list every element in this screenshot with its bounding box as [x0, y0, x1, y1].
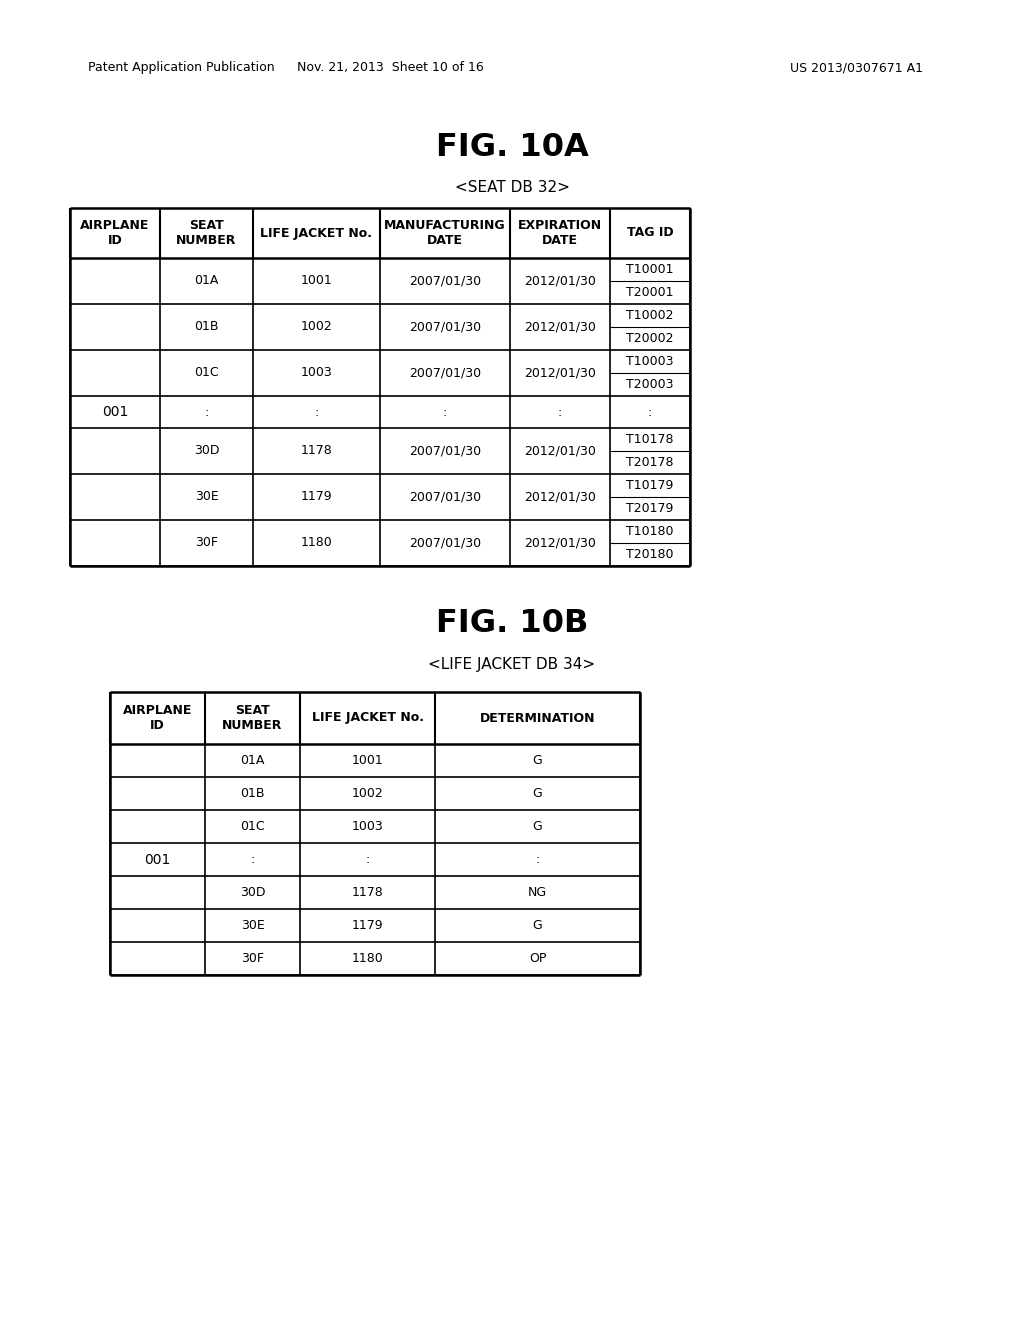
Text: :: : — [251, 853, 255, 866]
Text: T10003: T10003 — [627, 355, 674, 368]
Text: TAG ID: TAG ID — [627, 227, 674, 239]
Text: 30E: 30E — [241, 919, 264, 932]
Text: T10179: T10179 — [627, 479, 674, 492]
Text: G: G — [532, 787, 543, 800]
Text: 01A: 01A — [195, 275, 219, 288]
Text: T20178: T20178 — [627, 455, 674, 469]
Text: Patent Application Publication: Patent Application Publication — [88, 62, 274, 74]
Text: 1001: 1001 — [301, 275, 333, 288]
Text: 2007/01/30: 2007/01/30 — [409, 275, 481, 288]
Text: T10178: T10178 — [627, 433, 674, 446]
Text: 1178: 1178 — [301, 445, 333, 458]
Text: DETERMINATION: DETERMINATION — [480, 711, 595, 725]
Text: 1178: 1178 — [351, 886, 383, 899]
Text: FIG. 10B: FIG. 10B — [436, 609, 588, 639]
Text: :: : — [205, 405, 209, 418]
Text: 30E: 30E — [195, 491, 218, 503]
Text: 1179: 1179 — [351, 919, 383, 932]
Text: 30D: 30D — [240, 886, 265, 899]
Text: 1002: 1002 — [301, 321, 333, 334]
Text: 1179: 1179 — [301, 491, 333, 503]
Text: T20003: T20003 — [627, 378, 674, 391]
Text: T20179: T20179 — [627, 502, 674, 515]
Text: 2007/01/30: 2007/01/30 — [409, 491, 481, 503]
Text: <LIFE JACKET DB 34>: <LIFE JACKET DB 34> — [428, 656, 596, 672]
Text: LIFE JACKET No.: LIFE JACKET No. — [260, 227, 373, 239]
Text: 2012/01/30: 2012/01/30 — [524, 321, 596, 334]
Text: 30F: 30F — [241, 952, 264, 965]
Text: 01A: 01A — [241, 754, 264, 767]
Text: FIG. 10A: FIG. 10A — [435, 132, 589, 164]
Text: 2012/01/30: 2012/01/30 — [524, 445, 596, 458]
Text: 01C: 01C — [195, 367, 219, 380]
Text: 2007/01/30: 2007/01/30 — [409, 321, 481, 334]
Text: :: : — [314, 405, 318, 418]
Text: G: G — [532, 754, 543, 767]
Text: 01C: 01C — [241, 820, 265, 833]
Text: US 2013/0307671 A1: US 2013/0307671 A1 — [790, 62, 923, 74]
Text: NG: NG — [528, 886, 547, 899]
Text: 01B: 01B — [195, 321, 219, 334]
Text: T10180: T10180 — [627, 525, 674, 539]
Text: :: : — [442, 405, 447, 418]
Text: 2012/01/30: 2012/01/30 — [524, 367, 596, 380]
Text: G: G — [532, 919, 543, 932]
Text: 1180: 1180 — [301, 536, 333, 549]
Text: OP: OP — [528, 952, 546, 965]
Text: T10002: T10002 — [627, 309, 674, 322]
Text: AIRPLANE
ID: AIRPLANE ID — [80, 219, 150, 247]
Text: 1003: 1003 — [301, 367, 333, 380]
Text: 1180: 1180 — [351, 952, 383, 965]
Text: 2007/01/30: 2007/01/30 — [409, 367, 481, 380]
Text: 001: 001 — [101, 405, 128, 418]
Text: LIFE JACKET No.: LIFE JACKET No. — [311, 711, 424, 725]
Text: 2007/01/30: 2007/01/30 — [409, 445, 481, 458]
Text: AIRPLANE
ID: AIRPLANE ID — [123, 704, 193, 733]
Text: 1003: 1003 — [351, 820, 383, 833]
Text: 1002: 1002 — [351, 787, 383, 800]
Text: SEAT
NUMBER: SEAT NUMBER — [222, 704, 283, 733]
Text: 2012/01/30: 2012/01/30 — [524, 536, 596, 549]
Text: T20180: T20180 — [627, 548, 674, 561]
Text: SEAT
NUMBER: SEAT NUMBER — [176, 219, 237, 247]
Text: <SEAT DB 32>: <SEAT DB 32> — [455, 181, 569, 195]
Text: 1001: 1001 — [351, 754, 383, 767]
Text: 001: 001 — [144, 853, 171, 866]
Text: :: : — [536, 853, 540, 866]
Text: :: : — [366, 853, 370, 866]
Text: EXPIRATION
DATE: EXPIRATION DATE — [518, 219, 602, 247]
Text: T20002: T20002 — [627, 333, 674, 345]
Text: 2012/01/30: 2012/01/30 — [524, 491, 596, 503]
Text: 30D: 30D — [194, 445, 219, 458]
Text: 2007/01/30: 2007/01/30 — [409, 536, 481, 549]
Text: G: G — [532, 820, 543, 833]
Text: 01B: 01B — [241, 787, 265, 800]
Text: :: : — [558, 405, 562, 418]
Text: T20001: T20001 — [627, 286, 674, 300]
Text: :: : — [648, 405, 652, 418]
Text: MANUFACTURING
DATE: MANUFACTURING DATE — [384, 219, 506, 247]
Text: 30F: 30F — [195, 536, 218, 549]
Text: T10001: T10001 — [627, 263, 674, 276]
Text: 2012/01/30: 2012/01/30 — [524, 275, 596, 288]
Text: Nov. 21, 2013  Sheet 10 of 16: Nov. 21, 2013 Sheet 10 of 16 — [297, 62, 483, 74]
